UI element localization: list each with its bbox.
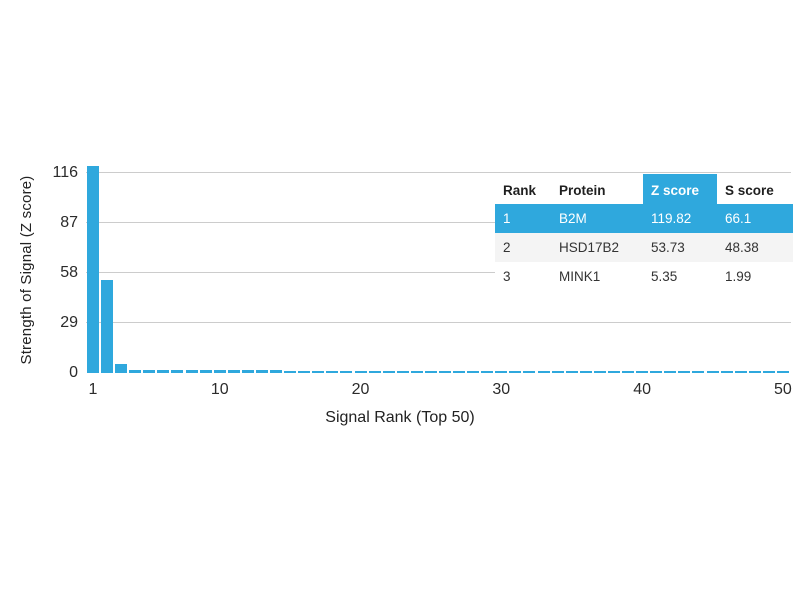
y-tick-label-116: 116: [52, 164, 78, 181]
protein-rank-table: Rank Protein Z score S score 1 B2M 119.8…: [495, 174, 793, 291]
bar-rank-20: [354, 370, 367, 373]
y-tick-label-0: 0: [69, 364, 78, 381]
bar-rank-2: [101, 280, 114, 373]
table-row-hsd17b2: 2 HSD17B2 53.73 48.38: [495, 233, 793, 262]
gridline-y-116: [86, 172, 791, 173]
bar-rank-30: [495, 371, 508, 373]
col-header-zscore: Z score: [643, 174, 717, 204]
x-tick-label-10: 10: [210, 381, 229, 398]
bar-rank-13: [255, 370, 268, 373]
bar-rank-4: [129, 370, 142, 373]
bar-rank-43: [678, 371, 691, 373]
cell-sscore: 48.38: [717, 233, 793, 262]
bar-rank-46: [720, 371, 733, 373]
bar-rank-10: [213, 370, 226, 373]
bar-rank-9: [199, 370, 212, 373]
bar-rank-45: [706, 371, 719, 373]
y-tick-label-87: 87: [60, 214, 78, 231]
cell-protein: HSD17B2: [551, 233, 643, 262]
bar-rank-31: [509, 371, 522, 373]
bar-rank-41: [650, 371, 663, 373]
bar-rank-27: [453, 370, 466, 373]
bar-rank-25: [424, 370, 437, 373]
bar-rank-47: [734, 371, 747, 373]
bar-rank-5: [143, 370, 156, 373]
bar-rank-12: [241, 370, 254, 373]
bar-rank-35: [565, 371, 578, 373]
cell-rank: 1: [495, 204, 551, 233]
bar-rank-22: [382, 370, 395, 373]
cell-zscore: 119.82: [643, 204, 717, 233]
bar-rank-40: [636, 371, 649, 373]
bar-rank-24: [410, 370, 423, 373]
bar-rank-3: [115, 363, 128, 373]
cell-protein: B2M: [551, 204, 643, 233]
bar-rank-1: [87, 166, 99, 373]
bar-rank-37: [593, 371, 606, 373]
bar-rank-38: [607, 371, 620, 373]
x-tick-label-30: 30: [492, 381, 511, 398]
y-tick-label-58: 58: [60, 264, 78, 281]
x-tick-label-1: 1: [88, 381, 98, 398]
table-row-b2m: 1 B2M 119.82 66.1: [495, 204, 793, 233]
bar-rank-34: [551, 371, 564, 373]
bar-rank-49: [762, 371, 775, 373]
bar-rank-23: [396, 370, 409, 373]
bar-rank-42: [664, 371, 677, 373]
x-tick-label-20: 20: [351, 381, 370, 398]
cell-sscore: 66.1: [717, 204, 793, 233]
bar-rank-19: [340, 370, 353, 373]
bar-rank-7: [171, 370, 184, 373]
bar-rank-33: [537, 371, 550, 373]
cell-zscore: 5.35: [643, 262, 717, 291]
bar-rank-32: [523, 371, 536, 373]
bar-rank-26: [439, 370, 451, 373]
table-header-row: Rank Protein Z score S score: [495, 174, 793, 204]
bar-rank-39: [622, 371, 635, 373]
bar-rank-18: [326, 370, 339, 373]
y-tick-label-29: 29: [60, 314, 78, 331]
bar-rank-8: [185, 370, 198, 373]
col-header-protein: Protein: [551, 178, 643, 204]
bar-rank-36: [579, 371, 592, 373]
cell-sscore: 1.99: [717, 262, 793, 291]
bar-rank-6: [157, 370, 170, 373]
x-tick-label-50: 50: [774, 381, 792, 398]
col-header-rank: Rank: [495, 178, 551, 204]
gridline-y-87: [86, 222, 791, 223]
bar-rank-44: [692, 371, 705, 373]
gridline-y-29: [86, 322, 791, 323]
bar-rank-28: [467, 370, 480, 373]
cell-rank: 2: [495, 233, 551, 262]
gridline-y-58: [86, 272, 791, 273]
col-header-sscore: S score: [717, 178, 793, 204]
bar-rank-29: [481, 371, 494, 373]
x-axis-title: Signal Rank (Top 50): [325, 409, 475, 426]
bar-rank-21: [368, 370, 381, 373]
bar-rank-50: [776, 371, 789, 373]
bar-rank-48: [748, 371, 761, 373]
bar-rank-11: [227, 370, 240, 373]
bar-rank-14: [270, 370, 283, 373]
bar-rank-16: [298, 370, 311, 373]
cell-protein: MINK1: [551, 262, 643, 291]
bar-rank-17: [312, 370, 325, 373]
x-tick-label-40: 40: [633, 381, 651, 398]
cell-zscore: 53.73: [643, 233, 717, 262]
plot-area: [86, 150, 791, 373]
bar-rank-15: [284, 370, 297, 373]
cell-rank: 3: [495, 262, 551, 291]
table-row-mink1: 3 MINK1 5.35 1.99: [495, 262, 793, 291]
